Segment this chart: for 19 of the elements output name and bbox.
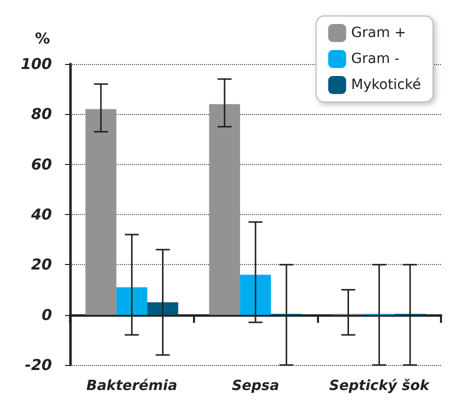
y-tick-label: 40 [30,206,52,224]
x-tick-label: Bakterémia [86,378,178,394]
x-tick-label: Sepsa [232,378,280,394]
y-tick-label: 60 [31,155,52,174]
y-tick-label: 100 [20,55,52,73]
y-tick-label: -20 [24,356,52,374]
bar [116,287,148,315]
bar [147,302,178,315]
bar [85,109,116,315]
x-tick-label: Septický šok [329,378,431,394]
y-tick-label: 20 [31,256,52,274]
bar [209,104,240,315]
legend-label: Gram + [351,25,406,41]
legend-label: Gram - [351,51,400,67]
bar [240,274,271,315]
y-tick-label: 80 [31,105,52,124]
y-tick-label: 0 [42,306,52,324]
legend-label: Mykotické [351,77,422,93]
y-axis-title: % [34,30,50,48]
